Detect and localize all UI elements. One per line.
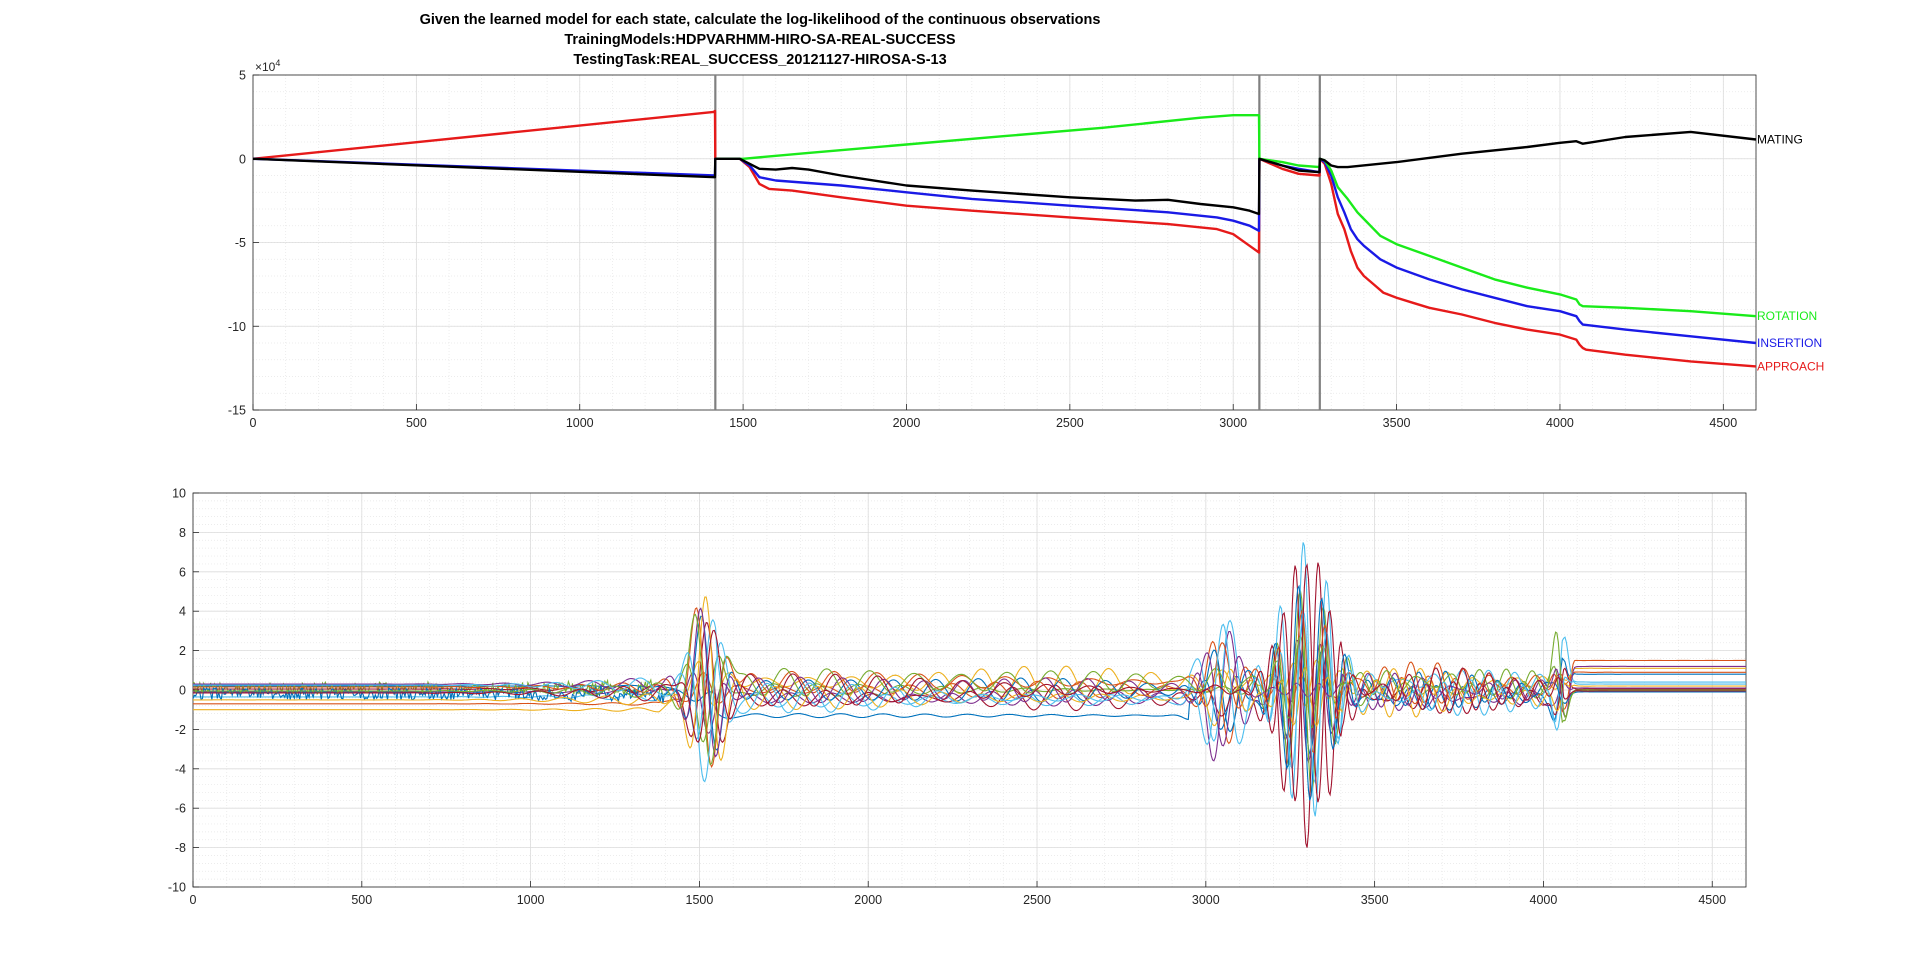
y-tick-label: 4 (179, 605, 186, 619)
x-tick-label: 1500 (686, 893, 714, 907)
y-exponent-label: ×104 (255, 58, 280, 74)
y-tick-label: 5 (239, 69, 246, 83)
x-tick-label: 4000 (1546, 416, 1574, 430)
x-tick-label: 3000 (1192, 893, 1220, 907)
series-line-mating (252, 130, 1757, 216)
y-tick-label: -5 (235, 236, 246, 250)
x-tick-label: 4500 (1698, 893, 1726, 907)
y-tick-label: 10 (172, 487, 186, 501)
observation-series-line (193, 609, 1746, 785)
y-tick-label: 0 (239, 152, 246, 166)
y-tick-label: -15 (228, 404, 246, 418)
y-tick-label: 2 (179, 644, 186, 658)
observation-series-line (193, 562, 1746, 848)
x-tick-label: 500 (406, 416, 427, 430)
y-tick-label: -10 (228, 320, 246, 334)
observation-series-line (193, 613, 1746, 766)
series-line-rotation (715, 113, 1757, 318)
figure-title-line-3: TestingTask:REAL_SUCCESS_20121127-HIROSA… (573, 52, 947, 68)
end-label-mating: MATING (1757, 132, 1803, 146)
series-line-approach (252, 109, 1757, 368)
y-tick-label: -2 (175, 723, 186, 737)
x-tick-label: 4000 (1530, 893, 1558, 907)
y-tick-label: -10 (168, 881, 186, 895)
observation-series-line (193, 563, 1746, 803)
x-tick-label: 2000 (893, 416, 921, 430)
x-tick-label: 3500 (1361, 893, 1389, 907)
end-label-approach: APPROACH (1757, 359, 1824, 373)
y-tick-label: 6 (179, 565, 186, 579)
observation-series-line (192, 584, 1746, 801)
x-tick-label: 1000 (566, 416, 594, 430)
observation-series-line (193, 640, 1746, 745)
x-tick-label: 3500 (1383, 416, 1411, 430)
x-tick-label: 1000 (517, 893, 545, 907)
y-tick-label: -6 (175, 802, 186, 816)
figure-title-line-2: TrainingModels:HDPVARHMM-HIRO-SA-REAL-SU… (564, 32, 956, 48)
x-tick-label: 2000 (854, 893, 882, 907)
end-label-insertion: INSERTION (1757, 336, 1822, 350)
y-tick-label: 8 (179, 526, 186, 540)
figure-title-line-1: Given the learned model for each state, … (419, 12, 1101, 28)
x-tick-label: 2500 (1023, 893, 1051, 907)
y-tick-label: -8 (175, 841, 186, 855)
x-tick-label: 0 (250, 416, 257, 430)
y-tick-label: 0 (179, 684, 186, 698)
x-tick-label: 4500 (1709, 416, 1737, 430)
x-tick-label: 2500 (1056, 416, 1084, 430)
y-tick-label: -4 (175, 762, 186, 776)
end-label-rotation: ROTATION (1757, 309, 1817, 323)
x-tick-label: 3000 (1219, 416, 1247, 430)
x-tick-label: 1500 (729, 416, 757, 430)
x-tick-label: 500 (351, 893, 372, 907)
x-tick-label: 0 (190, 893, 197, 907)
